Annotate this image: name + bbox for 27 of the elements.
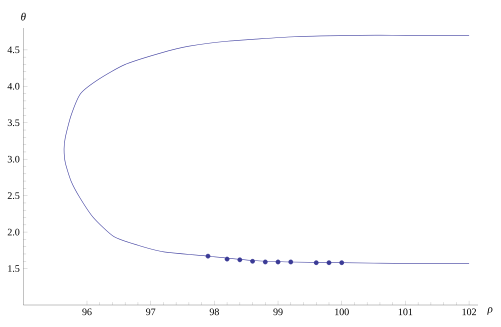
x-tick-label: 101 <box>398 308 412 316</box>
x-tick-label: 96 <box>82 308 92 316</box>
x-axis-title: ρ <box>487 307 492 315</box>
x-tick-label: 100 <box>335 308 349 316</box>
line-series <box>64 34 470 264</box>
y-tick-label: 2.0 <box>8 228 20 236</box>
y-tick-label: 4.5 <box>8 46 20 54</box>
x-tick-label: 97 <box>146 308 156 316</box>
point <box>288 260 294 264</box>
point <box>326 260 332 266</box>
point <box>314 260 319 266</box>
y-tick-label: 3.5 <box>8 119 20 126</box>
point <box>250 258 255 264</box>
y-tick-label: 4.0 <box>8 82 20 90</box>
x-tick-label: 99 <box>273 308 283 316</box>
point <box>339 260 344 266</box>
point <box>237 257 242 262</box>
x-tick-label: 102 <box>462 308 476 316</box>
point <box>276 260 280 264</box>
x-tick-label: 98 <box>210 308 219 316</box>
point <box>262 260 268 264</box>
y-tick-label: 3.0 <box>8 156 20 163</box>
point <box>224 256 230 262</box>
y-tick-label: 1.5 <box>8 265 20 272</box>
y-tick-label: 2.5 <box>8 192 20 200</box>
point <box>206 254 210 259</box>
y-axis-title: θ <box>21 12 26 20</box>
